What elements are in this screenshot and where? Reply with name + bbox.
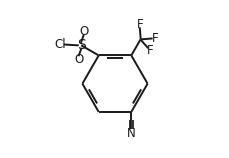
Text: F: F [151, 32, 158, 45]
Text: F: F [136, 18, 142, 31]
Text: O: O [79, 25, 88, 38]
Text: N: N [126, 127, 135, 140]
Text: F: F [146, 44, 153, 57]
Text: S: S [76, 38, 85, 52]
Text: Cl: Cl [54, 38, 66, 51]
Text: O: O [74, 53, 83, 66]
